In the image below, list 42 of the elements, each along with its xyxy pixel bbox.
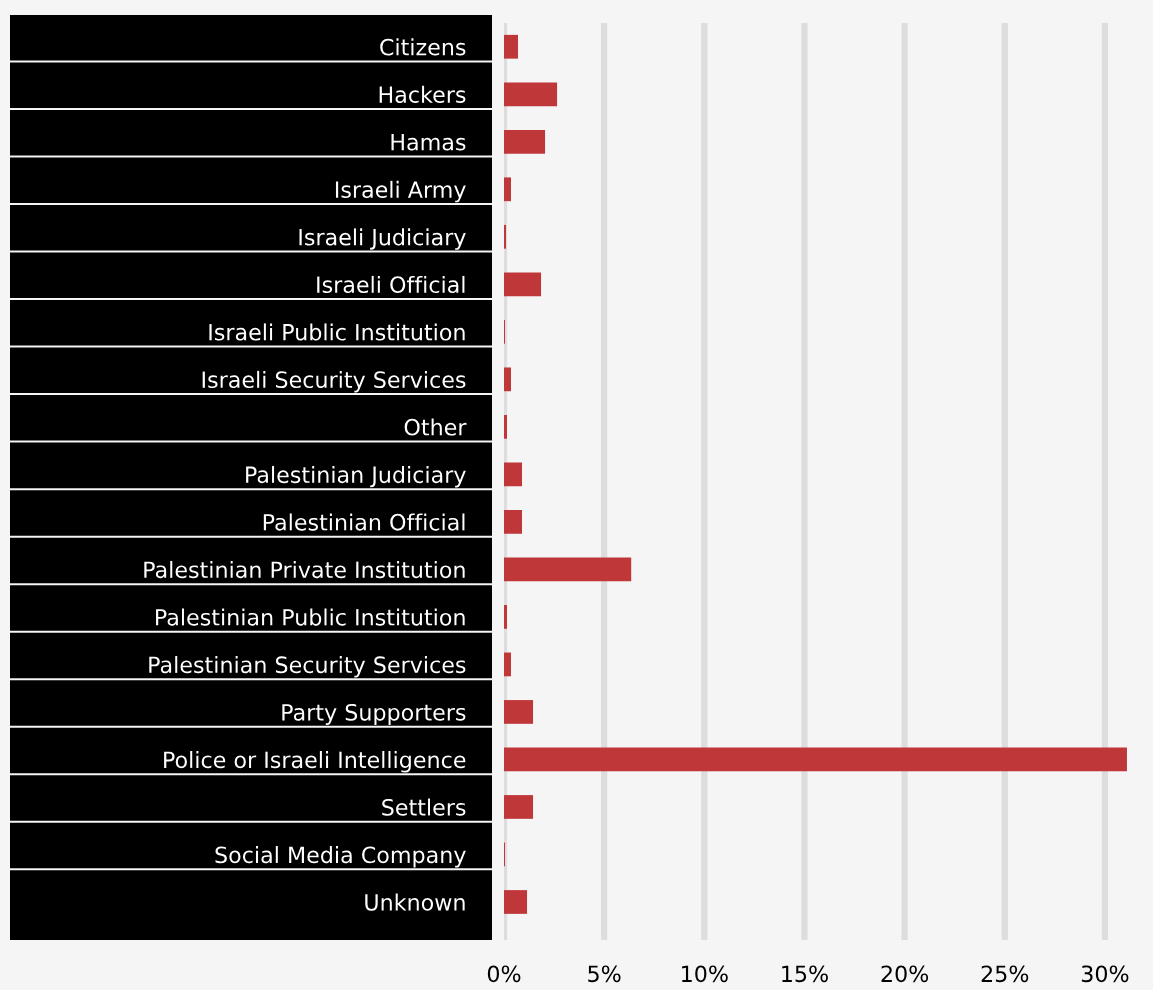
bar <box>504 890 528 914</box>
y-tick-label: Party Supporters <box>282 703 466 725</box>
bar <box>504 700 534 724</box>
y-tick-label: Israeli Official <box>317 275 465 294</box>
y-tick-label: Palestinian Official <box>263 513 465 531</box>
y-tick-label: Hackers <box>379 85 466 104</box>
y-tick-label: Israeli Judiciary <box>299 228 466 250</box>
x-tick-label: 20% <box>881 965 929 983</box>
y-tick-label: Palestinian Private Institution <box>144 560 465 579</box>
bar <box>504 510 523 534</box>
x-tick-label: 0% <box>487 965 521 983</box>
bar <box>504 414 507 439</box>
x-tick-label: 30% <box>1081 965 1129 983</box>
bar <box>504 462 523 487</box>
y-tick-label: Unknown <box>365 893 465 911</box>
bar <box>504 652 512 677</box>
y-tick-label: Israeli Security Services <box>202 370 466 393</box>
y-tick-label: Settlers <box>382 798 466 816</box>
x-tick-label: 25% <box>981 965 1029 983</box>
y-tick-label: Palestinian Security Services <box>149 655 466 678</box>
bar <box>504 795 534 819</box>
x-tick-label: 5% <box>588 965 621 983</box>
bar <box>504 82 558 107</box>
bar <box>504 367 512 392</box>
bar <box>504 605 507 629</box>
bar <box>504 557 632 582</box>
y-tick-label: Citizens <box>380 38 466 56</box>
bar <box>504 129 546 154</box>
x-tick-label: 15% <box>782 965 828 983</box>
bar <box>504 272 542 297</box>
y-tick-label: Israeli Army <box>335 180 466 203</box>
bar <box>504 177 512 202</box>
y-tick-label: Hamas <box>391 134 466 151</box>
y-tick-label: Police or Israeli Intelligence <box>164 751 466 773</box>
y-tick-label: Other <box>404 418 467 436</box>
x-tick-label: 10% <box>682 965 728 983</box>
y-tick-label: Palestinian Public Institution <box>156 608 465 626</box>
y-tick-label: Social Media Company <box>215 846 466 868</box>
bar <box>504 34 519 59</box>
bar <box>504 747 1127 772</box>
y-tick-label: Israeli Public Institution <box>209 323 465 341</box>
y-tick-label: Palestinian Judiciary <box>246 465 466 488</box>
